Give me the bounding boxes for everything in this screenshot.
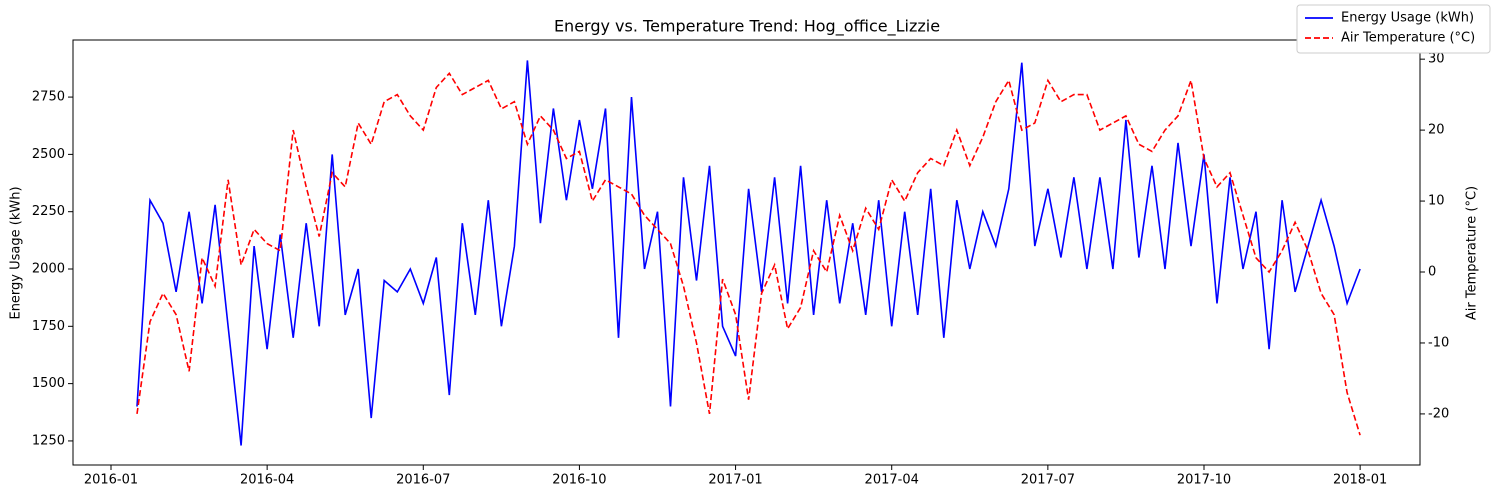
chart-title: Energy vs. Temperature Trend: Hog_office… bbox=[554, 17, 940, 37]
y-axis-label: Energy Usage (kWh) bbox=[9, 186, 24, 319]
y-tick-label: 2500 bbox=[32, 147, 65, 162]
y2-tick-label: -10 bbox=[1428, 335, 1449, 350]
y-tick-label: 2750 bbox=[32, 90, 65, 105]
x-tick-label: 2017-01 bbox=[708, 473, 762, 488]
y-tick-label: 2250 bbox=[32, 204, 65, 219]
x-tick-label: 2017-10 bbox=[1177, 473, 1231, 488]
x-tick-label: 2016-01 bbox=[84, 473, 138, 488]
y2-tick-label: 0 bbox=[1428, 265, 1436, 280]
y-tick-label: 1750 bbox=[32, 319, 65, 334]
legend-label: Air Temperature (°C) bbox=[1341, 31, 1475, 46]
series-line bbox=[136, 71, 1361, 436]
y-tick-label: 1250 bbox=[32, 433, 65, 448]
y2-tick-label: 30 bbox=[1428, 52, 1445, 67]
x-tick-label: 2016-10 bbox=[552, 473, 606, 488]
y2-tick-label: -20 bbox=[1428, 406, 1449, 421]
x-tick-label: 2017-07 bbox=[1021, 473, 1075, 488]
x-tick-label: 2018-01 bbox=[1333, 473, 1387, 488]
legend-box bbox=[1296, 4, 1491, 54]
plot-frame bbox=[72, 39, 1421, 466]
x-tick-label: 2016-04 bbox=[240, 473, 294, 488]
y2-tick-label: 20 bbox=[1428, 123, 1445, 138]
x-tick-label: 2016-07 bbox=[396, 473, 450, 488]
y-tick-label: 1500 bbox=[32, 376, 65, 391]
series-line bbox=[136, 60, 1361, 446]
y2-tick-label: 10 bbox=[1428, 194, 1445, 209]
y2-axis-label: Air Temperature (°C) bbox=[1465, 186, 1480, 320]
legend-label: Energy Usage (kWh) bbox=[1341, 11, 1474, 26]
x-tick-label: 2017-04 bbox=[865, 473, 919, 488]
y-tick-label: 2000 bbox=[32, 262, 65, 277]
